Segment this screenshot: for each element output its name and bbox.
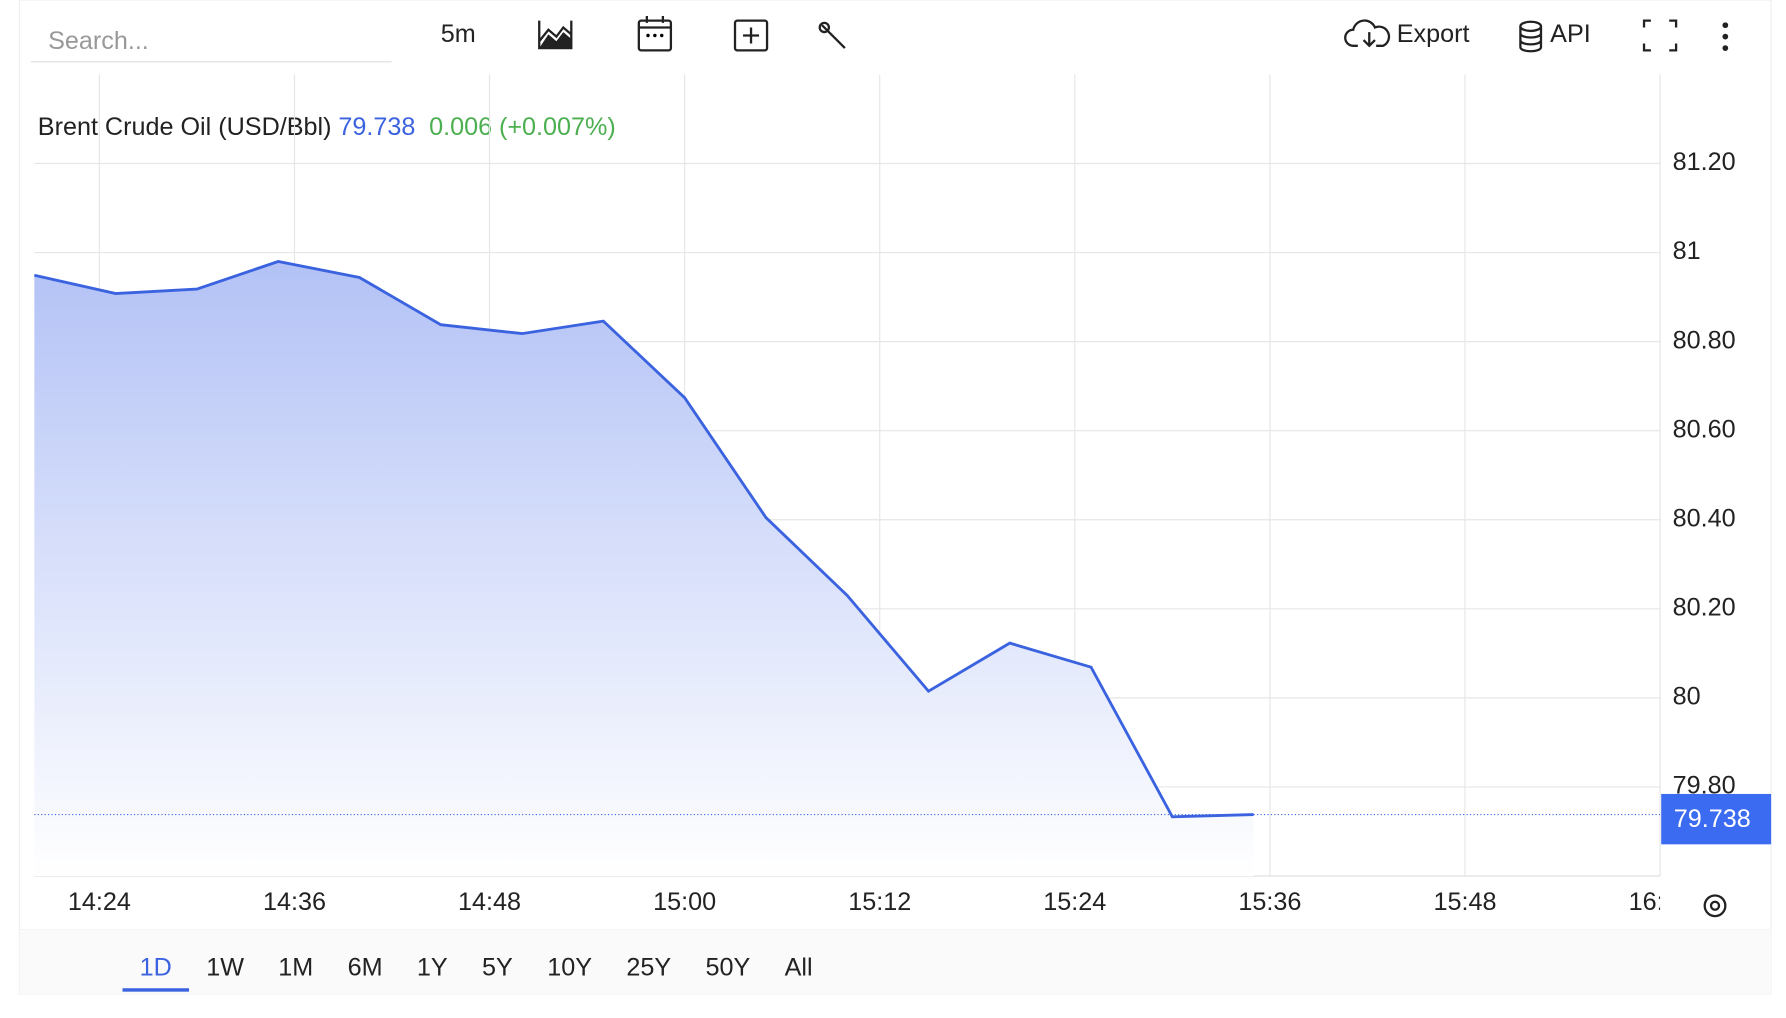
export-button[interactable]: Export <box>1344 19 1470 48</box>
y-tick-label: 80 <box>1673 683 1701 711</box>
x-tick-label: 14:36 <box>263 888 326 916</box>
x-tick-label: 15:48 <box>1433 888 1496 916</box>
range-button[interactable]: 1Y <box>417 953 448 981</box>
price: 79.738 <box>338 113 415 141</box>
x-tick-label: 14:48 <box>458 888 521 916</box>
settings-wrench-icon[interactable] <box>818 21 846 49</box>
range-active-underline <box>122 988 190 992</box>
range-button[interactable]: 1D <box>140 953 172 981</box>
range-button[interactable]: 5Y <box>482 953 513 981</box>
price-line <box>34 259 1254 819</box>
range-button[interactable]: 1W <box>206 953 244 981</box>
y-tick-label: 81.20 <box>1673 148 1736 176</box>
x-tick-label: 15:12 <box>848 888 911 916</box>
y-tick-label: 80.80 <box>1673 326 1736 354</box>
api-button[interactable]: API <box>1519 20 1591 53</box>
chart-type-icon[interactable] <box>538 20 573 50</box>
y-tick-label: 81 <box>1673 237 1701 265</box>
settings-gear[interactable] <box>1703 894 1727 918</box>
x-tick-label: 16:00 <box>1629 888 1692 916</box>
last-price-label: 79.738 <box>1674 805 1751 833</box>
range-button[interactable]: 10Y <box>547 953 592 981</box>
range-button[interactable]: 50Y <box>705 953 750 981</box>
range-button[interactable]: 25Y <box>626 953 671 981</box>
range-bar <box>19 929 1772 994</box>
x-tick-label: 15:36 <box>1238 888 1301 916</box>
range-button[interactable]: All <box>785 953 813 981</box>
last-price-badge <box>1661 793 1772 845</box>
y-tick-label: 80.40 <box>1673 504 1736 532</box>
add-indicator-icon[interactable] <box>733 19 769 52</box>
change-pct: (+0.007%) <box>499 113 616 141</box>
area <box>34 261 1254 877</box>
search-box[interactable]: Search... <box>48 27 149 55</box>
quote-header: Brent Crude Oil (USD/Bbl) 79.738 0.006 (+0.… <box>38 113 616 141</box>
instrument-name: Brent Crude Oil (USD/Bbl) <box>38 113 332 141</box>
export-label[interactable]: Export <box>1397 20 1470 48</box>
change: 0.006 <box>429 113 492 141</box>
interval-button[interactable]: 5m <box>441 20 476 48</box>
y-tick-label: 80.60 <box>1673 415 1736 443</box>
x-tick-label: 15:00 <box>653 888 716 916</box>
more-menu[interactable] <box>1722 22 1729 51</box>
calendar-icon[interactable] <box>637 16 673 52</box>
fullscreen-icon[interactable] <box>1642 19 1678 52</box>
range-button[interactable]: 6M <box>348 953 383 981</box>
y-tick-label: 80.20 <box>1673 593 1736 621</box>
x-tick-label: 15:24 <box>1043 888 1106 916</box>
api-label[interactable]: API <box>1550 20 1591 48</box>
x-tick-label: 14:24 <box>68 888 131 916</box>
range-button[interactable]: 1M <box>278 953 313 981</box>
